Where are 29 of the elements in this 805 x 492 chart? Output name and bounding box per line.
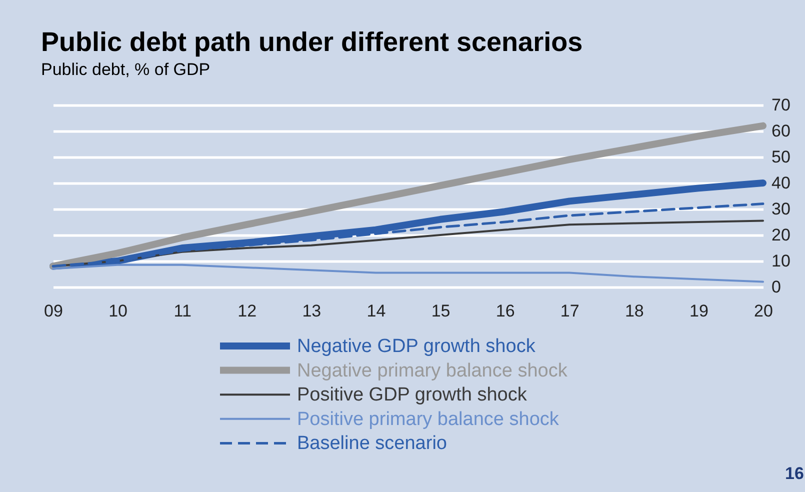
chart-title: Public debt path under different scenarios [41,27,583,57]
legend-label: Negative primary balance shock [297,360,568,382]
y-tick-label: 60 [772,122,790,140]
x-tick-label: 14 [366,302,386,320]
x-tick-label: 11 [174,302,192,320]
x-tick-label: 16 [496,302,515,320]
text: 16 [785,464,804,483]
y-tick-label: 10 [772,252,790,270]
y-tick-label: 30 [772,200,790,218]
legend-label: Positive primary balance shock [297,408,560,430]
legend-label: Negative GDP growth shock [297,336,536,357]
y-tick-label: 40 [772,174,790,192]
x-tick-label: 19 [689,302,708,320]
chart-subtitle: Public debt, % of GDP [41,60,210,79]
y-tick-label: 0 [772,278,781,296]
x-tick-label: 10 [108,302,128,320]
y-tick-label: 70 [772,96,790,114]
legend-label: Baseline scenario [297,433,447,454]
x-tick-label: 13 [302,302,322,320]
y-tick-label: 50 [772,148,790,166]
x-tick-label: 15 [431,302,450,320]
line-series [52,264,764,283]
legend-label: Positive GDP growth shock [297,384,528,406]
y-tick-label: 20 [772,226,790,244]
x-tick-label: 12 [238,302,257,320]
x-tick-label: 18 [624,302,644,320]
x-tick-label: 20 [754,302,773,320]
x-tick-label: 09 [44,302,63,320]
x-tick-label: 17 [560,302,580,320]
